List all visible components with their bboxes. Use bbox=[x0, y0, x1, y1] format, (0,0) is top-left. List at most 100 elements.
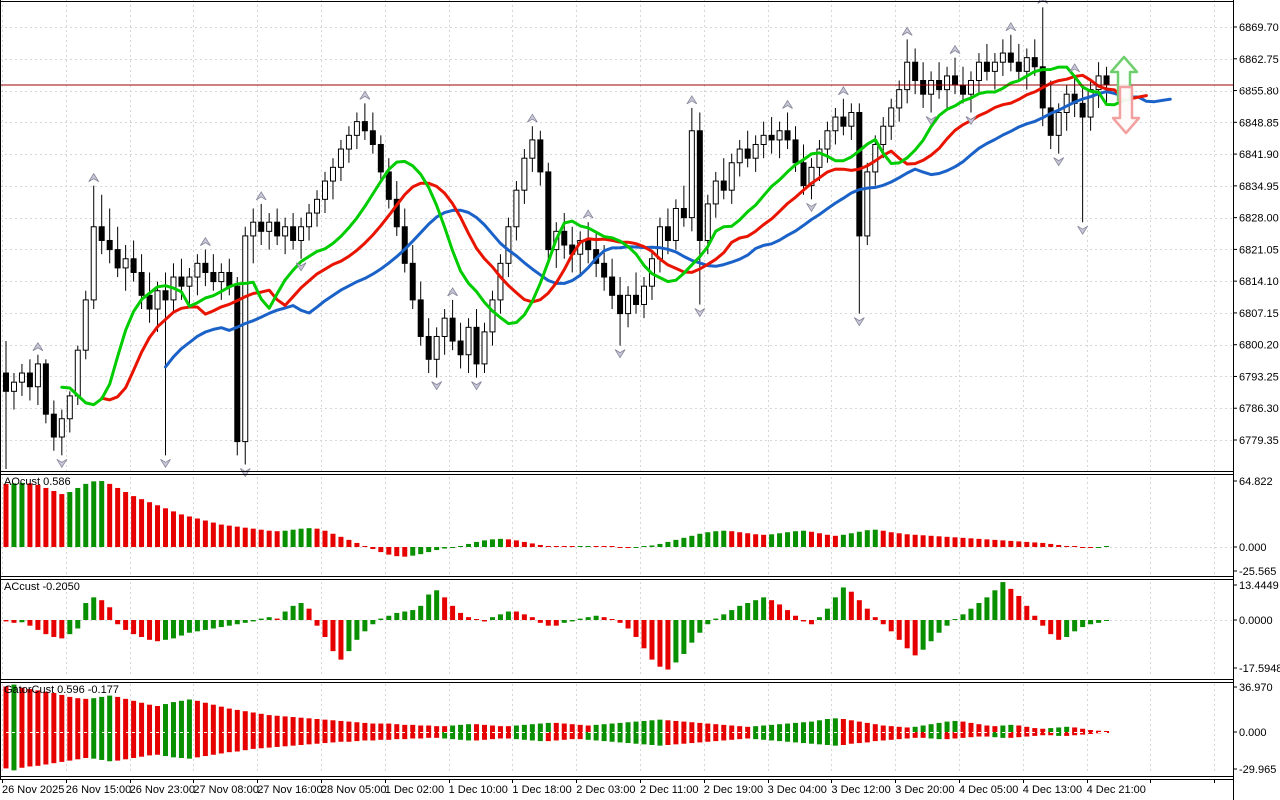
histogram-bar bbox=[314, 719, 320, 732]
histogram-bar bbox=[1024, 726, 1030, 732]
histogram-bar bbox=[107, 732, 113, 762]
histogram-bar bbox=[202, 702, 208, 732]
histogram-bar bbox=[466, 724, 472, 732]
candle bbox=[521, 157, 528, 191]
candle bbox=[298, 226, 305, 241]
ac-histogram bbox=[3, 582, 1110, 670]
histogram-bar bbox=[91, 481, 97, 547]
histogram-bar bbox=[585, 617, 591, 620]
candle bbox=[672, 207, 679, 241]
candle bbox=[641, 285, 647, 305]
histogram-bar bbox=[3, 620, 9, 622]
histogram-bar bbox=[577, 724, 583, 732]
candle bbox=[26, 372, 33, 388]
histogram-bar bbox=[1056, 727, 1062, 732]
histogram-bar bbox=[75, 732, 81, 760]
candle bbox=[537, 139, 544, 173]
histogram-bar bbox=[944, 721, 950, 732]
histogram-bar bbox=[497, 614, 503, 620]
ao-histogram bbox=[3, 481, 1110, 557]
fractal-down-icon bbox=[160, 458, 171, 469]
histogram-bar bbox=[864, 732, 870, 743]
histogram-bar bbox=[721, 530, 727, 547]
histogram-bar bbox=[75, 698, 81, 732]
histogram-bar bbox=[482, 620, 487, 622]
gator-indicator-label: GatorCust 0.596 -0.177 bbox=[4, 684, 119, 696]
histogram-bar bbox=[1072, 727, 1078, 732]
histogram-bar bbox=[545, 620, 551, 626]
histogram-bar bbox=[474, 724, 480, 732]
histogram-bar bbox=[242, 732, 248, 751]
price-axis-label: 6855.80 bbox=[1239, 86, 1279, 98]
candle bbox=[601, 262, 608, 278]
histogram-bar bbox=[769, 600, 775, 620]
histogram-bar bbox=[1104, 620, 1110, 621]
histogram-bar bbox=[338, 720, 344, 732]
histogram-bar bbox=[155, 620, 161, 642]
indicator-axis-label: 0.000 bbox=[1239, 542, 1267, 554]
histogram-bar bbox=[1016, 732, 1022, 738]
fractal-down-icon bbox=[694, 308, 706, 318]
histogram-bar bbox=[258, 618, 264, 620]
candle bbox=[760, 134, 767, 145]
histogram-bar bbox=[593, 546, 599, 547]
histogram-bar bbox=[1032, 542, 1038, 547]
histogram-bar bbox=[258, 529, 264, 547]
candle bbox=[744, 148, 751, 159]
fractal-down-icon bbox=[471, 381, 482, 391]
fractal-up-icon bbox=[949, 44, 961, 54]
candle bbox=[82, 299, 89, 351]
histogram-bar bbox=[43, 620, 49, 635]
candle bbox=[840, 116, 847, 127]
histogram-bar bbox=[681, 620, 687, 654]
candle bbox=[186, 276, 193, 287]
histogram-bar bbox=[928, 724, 934, 732]
candle bbox=[74, 349, 81, 397]
candle bbox=[266, 221, 273, 232]
histogram-bar bbox=[521, 614, 527, 620]
fractal-up-icon bbox=[901, 26, 913, 36]
histogram-bar bbox=[697, 732, 703, 743]
histogram-bar bbox=[904, 534, 910, 547]
histogram-bar bbox=[51, 693, 57, 732]
histogram-bar bbox=[737, 605, 743, 620]
candle bbox=[888, 107, 895, 127]
histogram-bar bbox=[306, 528, 312, 547]
candle bbox=[704, 203, 711, 241]
indicator-axis-label: 13.4449 bbox=[1239, 580, 1279, 592]
histogram-bar bbox=[1056, 620, 1062, 640]
histogram-bar bbox=[434, 590, 440, 620]
histogram-bar bbox=[856, 721, 862, 732]
histogram-bar bbox=[1096, 730, 1102, 732]
candle bbox=[633, 294, 640, 305]
histogram-bar bbox=[202, 732, 208, 757]
histogram-bar bbox=[585, 732, 591, 740]
candle bbox=[768, 134, 775, 141]
histogram-bar bbox=[67, 696, 73, 732]
histogram-bar bbox=[577, 732, 583, 740]
price-axis-label: 6828.00 bbox=[1239, 213, 1279, 225]
candle bbox=[585, 239, 592, 251]
histogram-bar bbox=[139, 702, 145, 732]
histogram-bar bbox=[769, 732, 775, 741]
fractal-up-icon bbox=[359, 90, 371, 100]
histogram-bar bbox=[505, 732, 511, 739]
time-axis-label: 1 Dec 02:00 bbox=[385, 784, 444, 796]
candle bbox=[896, 89, 903, 109]
histogram-bar bbox=[474, 619, 480, 620]
histogram-bar bbox=[1032, 728, 1038, 732]
histogram-bar bbox=[649, 732, 655, 745]
histogram-bar bbox=[402, 547, 408, 557]
histogram-bar bbox=[362, 620, 368, 632]
histogram-bar bbox=[497, 726, 503, 732]
histogram-bar bbox=[250, 732, 256, 749]
histogram-bar bbox=[330, 620, 336, 652]
histogram-bar bbox=[394, 547, 400, 557]
histogram-bar bbox=[354, 542, 360, 547]
histogram-bar bbox=[936, 732, 942, 740]
histogram-bar bbox=[234, 620, 240, 625]
histogram-bar bbox=[489, 732, 495, 740]
histogram-bar bbox=[178, 620, 184, 636]
histogram-bar bbox=[721, 614, 727, 620]
